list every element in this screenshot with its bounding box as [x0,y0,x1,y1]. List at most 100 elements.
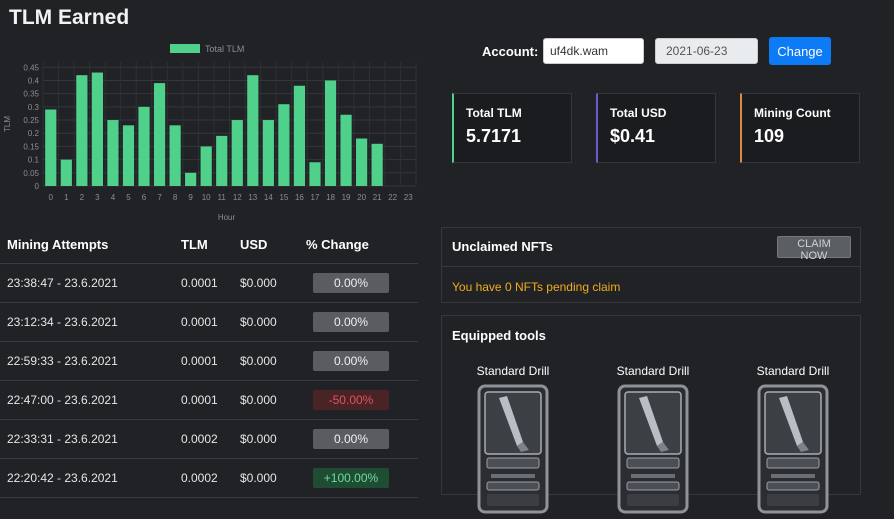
account-input[interactable] [543,38,644,64]
x-tick-label: 4 [111,193,116,202]
y-tick-label: 0.15 [23,142,39,151]
tools-panel-title: Equipped tools [452,328,546,343]
tool-name: Standard Drill [476,364,550,378]
x-tick-label: 7 [157,193,162,202]
x-tick-label: 6 [142,193,147,202]
y-tick-label: 0.25 [23,116,39,125]
chart-bar [293,85,306,186]
y-axis-label: TLM [3,116,12,132]
nft-panel-title: Unclaimed NFTs [452,239,553,254]
x-tick-label: 5 [126,193,131,202]
chart-bar [371,143,383,186]
row-time: 22:20:42 - 23.6.2021 [7,471,118,485]
x-tick-label: 2 [80,193,85,202]
tool-card[interactable]: Standard Drill [748,364,838,519]
tool-card[interactable]: Standard Drill [468,364,558,519]
stat-value: $0.41 [610,126,656,146]
drill-icon [477,384,549,514]
nft-panel-header: Unclaimed NFTs CLAIM NOW [442,228,860,267]
chart-bar [185,172,197,186]
chart-bar [107,120,119,186]
x-tick-label: 0 [49,193,54,202]
row-usd: $0.000 [240,393,277,407]
change-badge: 0.00% [313,351,389,371]
stat-label: Total USD [610,106,667,120]
row-usd: $0.000 [240,471,277,485]
total-tlm-card: Total TLM 5.7171 [452,93,572,163]
y-tick-label: 0.35 [23,90,39,99]
row-time: 23:38:47 - 23.6.2021 [7,276,118,290]
nft-pending-message: You have 0 NFTs pending claim [452,280,621,294]
x-tick-label: 3 [95,193,100,202]
chart-bar [60,159,72,186]
y-tick-label: 0.3 [28,103,40,112]
mining-count-card: Mining Count 109 [740,93,860,163]
chart-bar [247,75,259,186]
change-badge: -50.00% [313,390,389,410]
row-time: 22:59:33 - 23.6.2021 [7,354,118,368]
y-tick-label: 0.05 [23,169,39,178]
change-badge: 0.00% [313,429,389,449]
table-header: Mining Attempts TLM USD % Change [0,226,418,264]
chart-bar [356,138,368,186]
row-time: 23:12:34 - 23.6.2021 [7,315,118,329]
change-button[interactable]: Change [769,37,831,65]
account-label: Account: [482,43,539,59]
y-tick-label: 0.4 [28,76,40,85]
stat-label: Total TLM [466,106,522,120]
x-tick-label: 14 [264,193,273,202]
change-badge: 0.00% [313,273,389,293]
x-axis-label: Hour [218,213,236,222]
claim-now-button[interactable]: CLAIM NOW [777,236,851,262]
tool-card[interactable]: Standard Drill [608,364,698,519]
chart-bar [309,162,321,186]
change-badge: +100.00% [313,468,389,488]
table-row: 23:12:34 - 23.6.2021 0.0001 $0.000 0.00% [0,303,418,342]
x-tick-label: 20 [357,193,366,202]
mining-table: Mining Attempts TLM USD % Change 23:38:4… [0,226,418,498]
tlm-hourly-chart: 00.050.10.150.20.250.30.350.40.450 1 2 3 4 5 6… [3,44,417,222]
y-tick-label: 0 [35,182,40,191]
chart-bar [216,135,228,186]
x-tick-label: 11 [218,193,227,202]
equipped-tools-panel: Equipped tools Standard Drill Standard D… [441,315,861,514]
table-row: 22:20:42 - 23.6.2021 0.0002 $0.000 +100.… [0,459,418,498]
row-tlm: 0.0001 [181,354,218,368]
chart-bar [200,146,212,186]
chart-bar [76,75,88,186]
drill-icon [617,384,689,514]
chart-bar [45,109,57,186]
chart-bar [324,80,337,186]
row-usd: $0.000 [240,432,277,446]
chart-bar [122,125,135,186]
row-usd: $0.000 [240,354,277,368]
table-row: 22:47:00 - 23.6.2021 0.0001 $0.000 -50.0… [0,381,418,420]
date-input[interactable] [655,38,758,64]
x-tick-label: 8 [173,193,178,202]
tool-name: Standard Drill [616,364,690,378]
row-time: 22:47:00 - 23.6.2021 [7,393,118,407]
chart-bar [169,125,181,186]
table-row: 22:59:33 - 23.6.2021 0.0001 $0.000 0.00% [0,342,418,381]
y-tick-label: 0.1 [28,156,40,165]
x-tick-label: 18 [326,193,335,202]
x-tick-label: 19 [342,193,351,202]
header-usd: USD [240,237,268,252]
x-tick-label: 13 [248,193,257,202]
page-title: TLM Earned [9,6,130,29]
legend-swatch [170,44,200,53]
drill-icon [757,384,829,514]
total-usd-card: Total USD $0.41 [596,93,716,163]
x-tick-label: 15 [279,193,288,202]
stat-value: 5.7171 [466,126,522,146]
chart-bar [138,106,150,186]
change-badge: 0.00% [313,312,389,332]
row-tlm: 0.0001 [181,276,218,290]
x-tick-label: 21 [373,193,382,202]
chart-bar [340,114,352,186]
row-usd: $0.000 [240,276,277,290]
stat-value: 109 [754,126,785,146]
row-tlm: 0.0002 [181,432,218,446]
table-row: 23:38:47 - 23.6.2021 0.0001 $0.000 0.00% [0,264,418,303]
header-attempts: Mining Attempts [7,237,109,252]
